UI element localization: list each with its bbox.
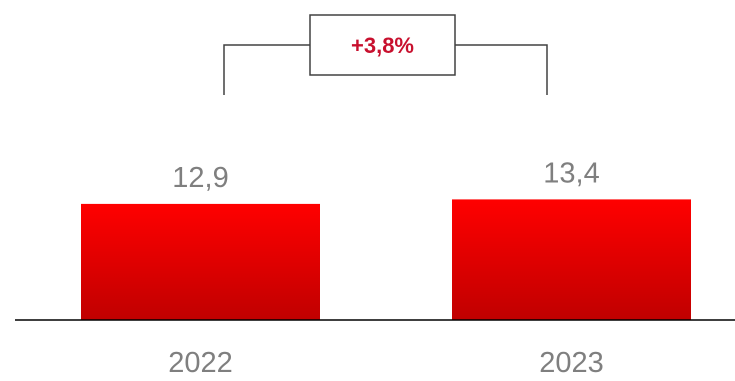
value-label-2023: 13,4 — [543, 157, 599, 189]
change-bracket-right — [455, 44, 548, 95]
category-label-2022: 2022 — [168, 347, 233, 379]
bar-2022 — [81, 203, 320, 320]
change-annotation-box — [309, 14, 456, 76]
bar-2023 — [452, 199, 691, 320]
change-annotation-label: +3,8% — [351, 33, 414, 58]
category-label-2023: 2023 — [539, 347, 604, 379]
change-bracket-left — [223, 44, 310, 95]
value-label-2022: 12,9 — [172, 162, 228, 194]
